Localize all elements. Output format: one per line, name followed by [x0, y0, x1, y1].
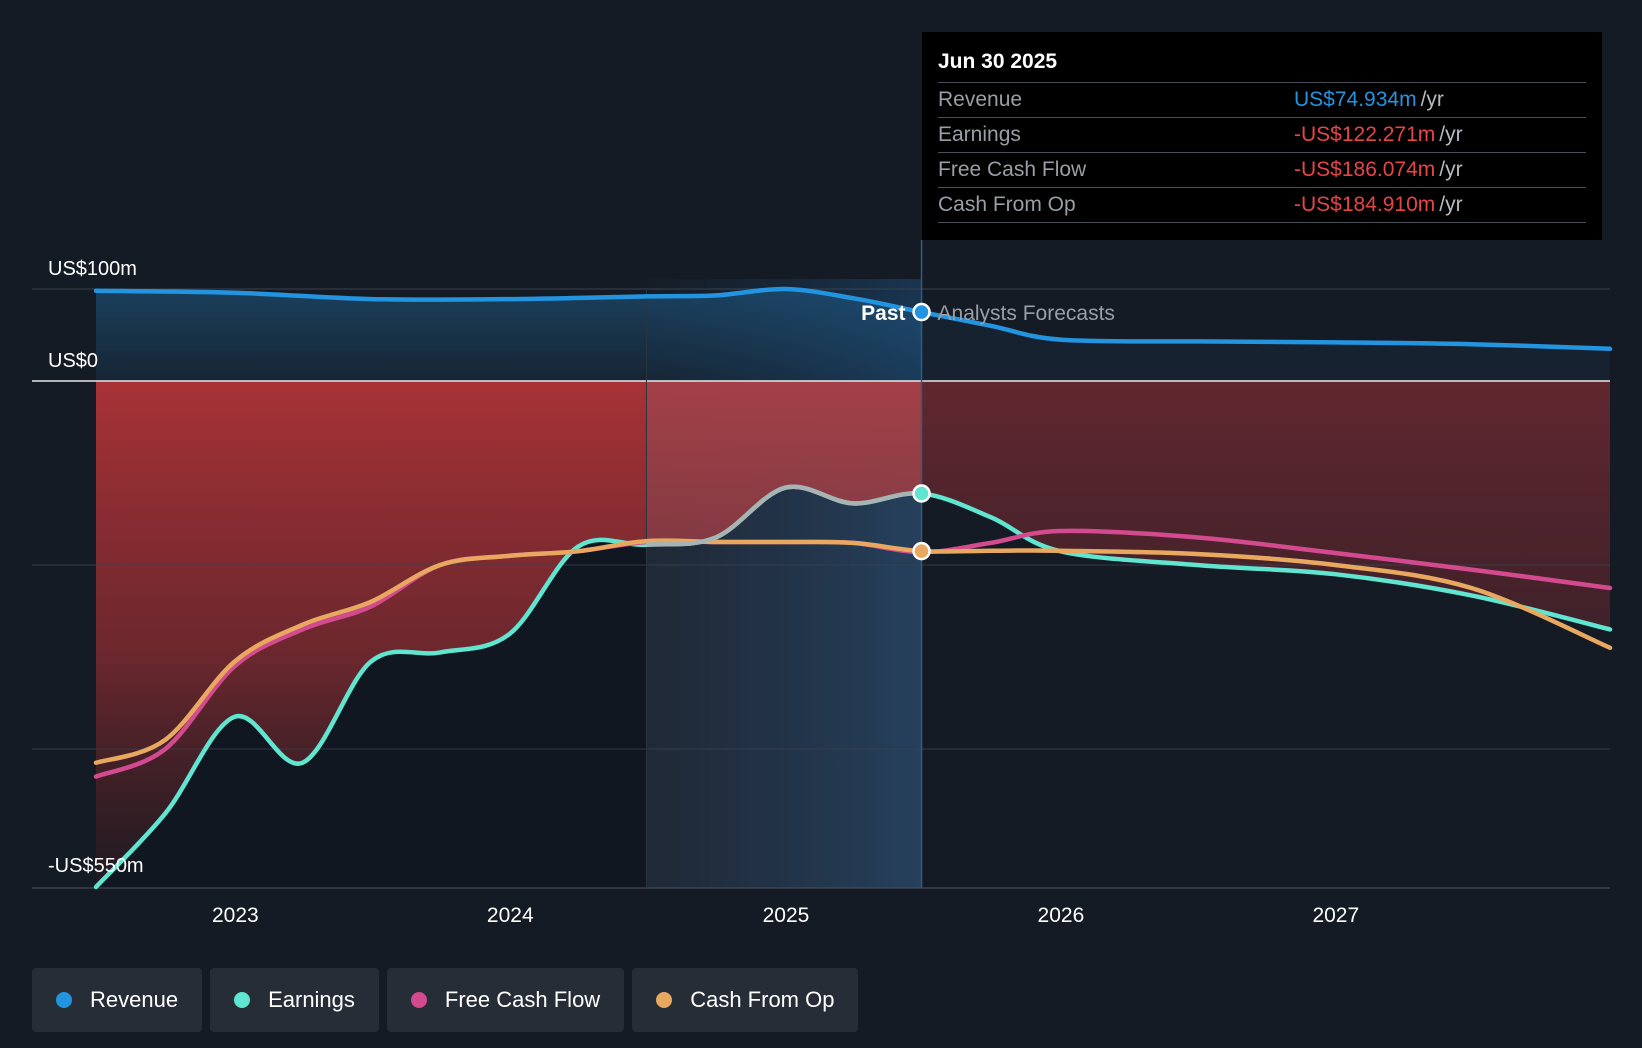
earnings-line-highlight: [646, 484, 922, 548]
x-tick-label-2026: 2026: [1038, 904, 1085, 927]
cash-from-op-dot-icon: [656, 992, 673, 1008]
tooltip-row-earnings: Earnings -US$122.271m/yr: [938, 118, 1586, 153]
series-lines: [93, 286, 1613, 890]
tooltip-unit: /yr: [1420, 88, 1444, 111]
earnings-dot-icon: [234, 992, 251, 1008]
legend-label: Cash From Op: [690, 987, 835, 1012]
legend-label: Earnings: [268, 987, 355, 1012]
tooltip-label: Free Cash Flow: [938, 158, 1087, 181]
revenue-area-forecast: [921, 312, 1610, 381]
y-tick-label-top: US$100m: [48, 258, 137, 280]
revenue-area-past: [96, 288, 922, 381]
legend: Revenue Earnings Free Cash Flow Cash Fro…: [32, 968, 859, 1032]
tooltip-unit: /yr: [1439, 123, 1463, 146]
x-tick-label-2024: 2024: [487, 904, 534, 927]
y-tick-label-bottom: -US$550m: [48, 855, 144, 877]
axis-labels: US$100m US$0 -US$550m 2023 2024 2025 2026 2027 P…: [48, 258, 1359, 927]
legend-label: Revenue: [90, 987, 179, 1012]
forecast-label: Analysts Forecasts: [938, 302, 1115, 325]
free-cash-flow-dot-icon: [410, 992, 427, 1008]
cash-from-op-marker: [912, 541, 931, 561]
free-cash-flow-line-forecast: [921, 528, 1613, 591]
revenue-dot-icon: [56, 992, 72, 1008]
revenue-line-forecast: [921, 309, 1613, 352]
legend-item-free-cash-flow[interactable]: Free Cash Flow: [386, 968, 625, 1032]
tooltip-row-revenue: Revenue US$74.934m/yr: [938, 83, 1586, 118]
legend-item-revenue[interactable]: Revenue: [32, 968, 203, 1032]
tooltip-label: Revenue: [938, 88, 1023, 111]
tooltip-unit: /yr: [1439, 193, 1463, 216]
earnings-line-forecast: [921, 491, 1613, 632]
revenue-line-past: [93, 286, 922, 315]
tooltip-value: -US$186.074m: [1294, 158, 1436, 181]
tooltip-row-cash-from-op: Cash From Op -US$184.910m/yr: [938, 188, 1586, 223]
tooltip-label: Earnings: [938, 123, 1021, 146]
y-tick-label-zero: US$0: [48, 350, 98, 372]
tooltip-date: Jun 30 2025: [938, 46, 1586, 83]
cash-from-op-line-past: [93, 538, 922, 766]
revenue-marker: [912, 302, 931, 322]
legend-item-cash-from-op[interactable]: Cash From Op: [632, 968, 859, 1032]
earnings-marker: [912, 484, 931, 503]
tooltip-value: US$74.934m: [1294, 88, 1417, 111]
tooltip-value: -US$122.271m: [1294, 123, 1436, 146]
x-tick-label-2023: 2023: [212, 904, 259, 927]
legend-label: Free Cash Flow: [444, 987, 601, 1012]
legend-item-earnings[interactable]: Earnings: [210, 968, 379, 1032]
x-tick-label-2027: 2027: [1312, 904, 1359, 927]
tooltip-unit: /yr: [1439, 158, 1463, 181]
tooltip-row-free-cash-flow: Free Cash Flow -US$186.074m/yr: [938, 153, 1586, 188]
tooltip-label: Cash From Op: [938, 193, 1076, 216]
series-markers: [912, 302, 931, 561]
past-label: Past: [861, 302, 905, 325]
highlight-overlay: [646, 381, 922, 888]
cash-from-op-line-forecast: [921, 548, 1613, 651]
tooltip-value: -US$184.910m: [1294, 193, 1436, 216]
x-tick-label-2025: 2025: [763, 904, 810, 927]
tooltip: Jun 30 2025 Revenue US$74.934m/yr Earnin…: [922, 32, 1602, 240]
